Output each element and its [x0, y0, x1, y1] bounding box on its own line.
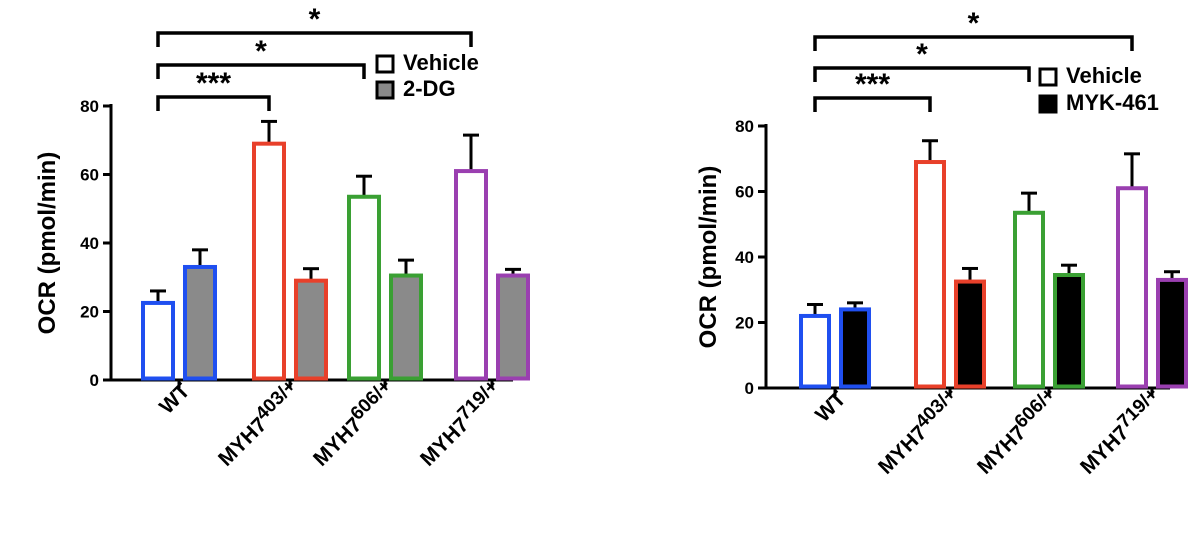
significance-bracket [156, 95, 271, 111]
x-category-label: MYH7606/+ [305, 376, 400, 471]
chart-panel-right: 0 20 40 60 80 OCR (pmol/min) WT MYH7403/+MYH760… [695, 7, 1188, 479]
bar [1116, 186, 1148, 389]
legend-swatch [375, 54, 395, 74]
y-tick-label: 60 [735, 183, 754, 202]
bar [252, 141, 286, 381]
bar [954, 279, 986, 389]
x-category-label: MYH7719/+ [1072, 384, 1167, 479]
chart-panel-left: 0 20 40 60 80 OCR (pmol/min) WT MYH7403/+MYH760… [34, 3, 530, 471]
y-axis-title: OCR (pmol/min) [695, 166, 722, 349]
legend-label: MYK-461 [1066, 90, 1159, 115]
significance-label: * [255, 35, 267, 68]
y-tick-label: 80 [80, 97, 99, 116]
y-tick-label: 40 [735, 248, 754, 267]
x-category-label: MYH7403/+ [870, 384, 965, 479]
x-category-label: MYH7403/+ [210, 376, 305, 471]
significance-label: * [916, 38, 928, 71]
bar [496, 273, 530, 381]
x-category-label: WT [155, 379, 194, 418]
significance-bracket [156, 63, 366, 79]
legend-swatch [375, 80, 395, 100]
legend-label: Vehicle [1066, 63, 1142, 88]
significance-bracket [813, 96, 932, 112]
significance-label: * [968, 7, 980, 40]
y-tick-label: 80 [735, 117, 754, 136]
x-category-label: WT [811, 387, 850, 426]
y-tick-label: 60 [80, 166, 99, 185]
legend-label: 2-DG [403, 76, 456, 101]
legend-swatch [1038, 67, 1058, 87]
y-tick-label: 20 [735, 314, 754, 333]
bar [1053, 273, 1085, 389]
significance-bracket [813, 35, 1134, 51]
bar [1156, 277, 1188, 389]
bar [389, 273, 423, 381]
bar [914, 160, 946, 389]
bar [799, 313, 831, 389]
bar [141, 300, 175, 381]
y-tick-label: 40 [80, 234, 99, 253]
y-tick-label: 20 [80, 303, 99, 322]
bar [1013, 210, 1045, 389]
bar [183, 264, 217, 381]
bar [294, 278, 328, 381]
significance-label: * [309, 3, 321, 36]
significance-bracket [156, 31, 473, 47]
bar [347, 194, 381, 381]
x-category-label: MYH7606/+ [969, 384, 1064, 479]
significance-bracket [813, 66, 1031, 82]
bar [839, 307, 871, 389]
significance-label: *** [855, 68, 890, 101]
y-tick-label: 0 [90, 371, 99, 390]
y-axis-title: OCR (pmol/min) [34, 152, 61, 335]
x-category-label: MYH7719/+ [412, 376, 507, 471]
y-tick-label: 0 [745, 379, 754, 398]
bar [454, 169, 488, 381]
significance-label: *** [196, 67, 231, 100]
legend-swatch [1038, 94, 1058, 114]
legend-label: Vehicle [403, 50, 479, 75]
